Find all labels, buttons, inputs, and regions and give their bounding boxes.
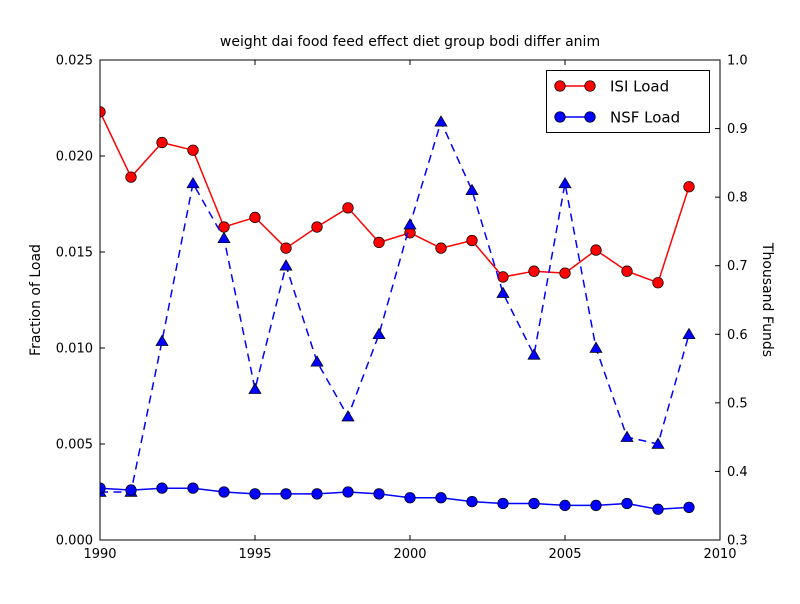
data-point-thousand-funds <box>372 327 386 340</box>
legend-entry: ISI Load <box>554 78 669 96</box>
data-point-thousand-funds <box>155 334 169 346</box>
y-left-tick-label: 0.000 <box>56 534 93 549</box>
x-tick-label: 2010 <box>703 547 736 562</box>
data-point-thousand-funds <box>465 183 479 196</box>
data-point-isi-load <box>100 106 106 118</box>
data-point-thousand-funds <box>279 259 293 271</box>
data-point-isi-load <box>652 277 664 289</box>
data-point-isi-load <box>373 236 385 249</box>
data-point-isi-load <box>249 211 261 224</box>
data-point-thousand-funds <box>341 410 355 422</box>
data-point-nsf-load <box>342 486 354 498</box>
data-point-nsf-load <box>466 495 478 508</box>
data-point-thousand-funds <box>403 218 417 230</box>
data-point-isi-load <box>466 234 478 247</box>
data-point-isi-load <box>218 221 230 233</box>
data-point-isi-load <box>683 181 695 193</box>
y-left-tick-label: 0.025 <box>56 54 93 69</box>
right-axis-label: Thousand Funds <box>759 242 775 357</box>
data-point-nsf-load <box>652 503 664 515</box>
data-point-nsf-load <box>497 497 509 510</box>
data-point-nsf-load <box>100 482 106 494</box>
data-point-isi-load <box>280 242 292 254</box>
data-point-nsf-load <box>280 488 292 500</box>
data-point-thousand-funds <box>310 355 324 367</box>
data-point-thousand-funds <box>682 327 696 340</box>
legend-entry: NSF Load <box>554 109 680 127</box>
data-point-nsf-load <box>435 492 447 504</box>
line-isi-load <box>100 111 690 284</box>
legend-label: NSF Load <box>610 109 680 127</box>
series-nsf-load <box>100 482 695 515</box>
data-point-nsf-load <box>621 497 633 510</box>
data-point-isi-load <box>621 265 633 277</box>
data-point-nsf-load <box>187 482 199 494</box>
chart-title: weight dai food feed effect diet group b… <box>220 34 600 50</box>
x-tick-label: 1990 <box>83 547 116 562</box>
data-point-isi-load <box>528 265 540 277</box>
data-point-isi-load <box>435 242 447 254</box>
data-point-nsf-load <box>528 497 540 510</box>
y-right-tick-label: 1.0 <box>727 54 748 69</box>
data-point-nsf-load <box>249 488 261 500</box>
data-point-isi-load <box>311 221 323 233</box>
data-point-nsf-load <box>311 488 323 500</box>
data-point-nsf-load <box>125 484 137 496</box>
data-point-isi-load <box>125 171 137 183</box>
data-point-thousand-funds <box>217 231 231 244</box>
y-right-tick-label: 0.4 <box>727 465 748 480</box>
y-left-tick-label: 0.010 <box>56 342 93 357</box>
data-point-thousand-funds <box>651 437 665 449</box>
data-point-nsf-load <box>683 501 695 514</box>
data-point-thousand-funds <box>186 176 200 189</box>
data-point-isi-load <box>187 144 199 156</box>
x-tick-label: 1995 <box>238 547 271 562</box>
x-tick-label: 2000 <box>393 547 426 562</box>
legend-sample-marker <box>554 111 566 123</box>
data-point-isi-load <box>559 267 571 279</box>
y-left-tick-label: 0.015 <box>56 246 93 261</box>
series-thousand-funds <box>100 115 696 497</box>
y-left-tick-label: 0.020 <box>56 150 93 165</box>
data-point-thousand-funds <box>248 382 262 394</box>
data-point-isi-load <box>342 202 354 214</box>
data-point-thousand-funds <box>558 176 572 189</box>
left-axis-label: Fraction of Load <box>28 244 44 356</box>
y-left-tick-label: 0.005 <box>56 438 93 453</box>
data-point-thousand-funds <box>589 341 603 353</box>
legend-sample-marker <box>554 80 566 92</box>
data-point-nsf-load <box>373 488 385 500</box>
x-tick-label: 2005 <box>548 547 581 562</box>
data-point-isi-load <box>497 271 509 283</box>
legend-sample-marker <box>584 111 596 123</box>
series-isi-load <box>100 106 695 289</box>
data-point-isi-load <box>590 244 602 256</box>
data-point-thousand-funds <box>620 430 634 442</box>
data-point-nsf-load <box>218 486 230 498</box>
data-point-nsf-load <box>404 492 416 504</box>
legend-label: ISI Load <box>610 78 669 96</box>
data-point-nsf-load <box>590 499 602 512</box>
plot-area <box>100 60 720 540</box>
plot-frame <box>99 59 721 541</box>
y-right-tick-label: 0.8 <box>727 191 748 206</box>
legend: ISI Load NSF Load <box>546 70 710 133</box>
data-point-thousand-funds <box>527 348 541 360</box>
data-point-thousand-funds <box>434 115 448 127</box>
data-point-thousand-funds <box>496 286 510 298</box>
legend-box <box>546 70 710 133</box>
data-point-isi-load <box>156 136 168 149</box>
y-right-tick-label: 0.7 <box>727 259 748 274</box>
line-thousand-funds <box>100 119 690 493</box>
y-right-tick-label: 0.5 <box>727 396 748 411</box>
y-right-tick-label: 0.3 <box>727 534 748 549</box>
data-point-nsf-load <box>156 482 168 494</box>
y-right-tick-label: 0.9 <box>727 122 748 137</box>
legend-sample-marker <box>584 80 596 92</box>
y-right-tick-label: 0.6 <box>727 328 748 343</box>
data-point-nsf-load <box>559 499 571 512</box>
